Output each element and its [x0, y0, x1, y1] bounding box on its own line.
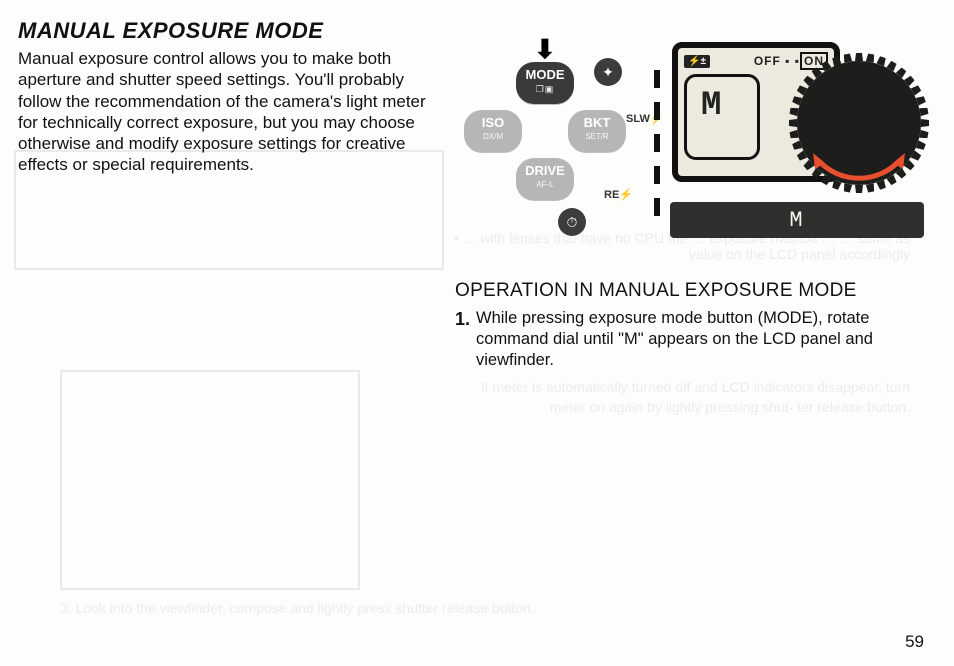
selftimer-glyph: ⏱ [567, 214, 578, 231]
bkt-button-label: BKT [584, 115, 611, 130]
mode-button[interactable]: MODE ❐▣ [516, 62, 574, 104]
drive-button-label: DRIVE [525, 163, 565, 178]
bkt-button[interactable]: BKT SET/R [568, 110, 626, 152]
mode-button-label: MODE [526, 67, 565, 82]
ghost-box-2 [60, 370, 360, 590]
illustration-top: ⬇ ✦ MODE ❐▣ ISO DX/M BKT SET/R DRIVE AF-… [454, 42, 924, 247]
drive-button-sub: AF-L [516, 178, 574, 192]
mode-button-sub: ❐▣ [516, 82, 574, 96]
ghost-text-3: 3. Look into the viewfinder, compose and… [60, 600, 540, 616]
re-label: RE⚡ [604, 188, 633, 201]
ghost-text-1: • … with lenses that have no CPU the … e… [430, 230, 910, 262]
separator-bars [654, 70, 660, 230]
viewfinder-mode-char: M [789, 208, 804, 233]
flash-comp-icon: ⚡± [684, 55, 710, 68]
command-dial[interactable] [784, 48, 934, 198]
iso-button-sub: DX/M [464, 130, 522, 144]
ghost-text-2: If meter is automatically turned off and… [470, 378, 910, 417]
operation-list: 1. While pressing exposure mode button (… [455, 308, 925, 371]
mode-dpad: ⬇ ✦ MODE ❐▣ ISO DX/M BKT SET/R DRIVE AF-… [454, 62, 649, 232]
iso-button-label: ISO [482, 115, 504, 130]
iso-button[interactable]: ISO DX/M [464, 110, 522, 152]
small-dial-glyph: ✦ [602, 64, 614, 81]
operation-step-number: 1. [455, 308, 470, 371]
lcd-mode-char: M [701, 87, 721, 125]
small-dial-icon: ✦ [594, 58, 622, 86]
operation-section: OPERATION IN MANUAL EXPOSURE MODE 1. Whi… [455, 280, 925, 371]
off-label: OFF [754, 54, 781, 68]
arrow-down-icon: ⬇ [534, 34, 556, 65]
page-title: MANUAL EXPOSURE MODE [18, 18, 926, 44]
operation-heading: OPERATION IN MANUAL EXPOSURE MODE [455, 280, 925, 302]
operation-step-text: While pressing exposure mode button (MOD… [474, 308, 925, 371]
lcd-main-frame: M [684, 74, 760, 160]
command-dial-icon [784, 48, 934, 198]
ghost-box-1 [14, 150, 444, 270]
drive-button[interactable]: DRIVE AF-L [516, 158, 574, 200]
operation-step-1: 1. While pressing exposure mode button (… [455, 308, 925, 371]
bkt-button-sub: SET/R [568, 130, 626, 144]
page-number: 59 [905, 632, 924, 652]
